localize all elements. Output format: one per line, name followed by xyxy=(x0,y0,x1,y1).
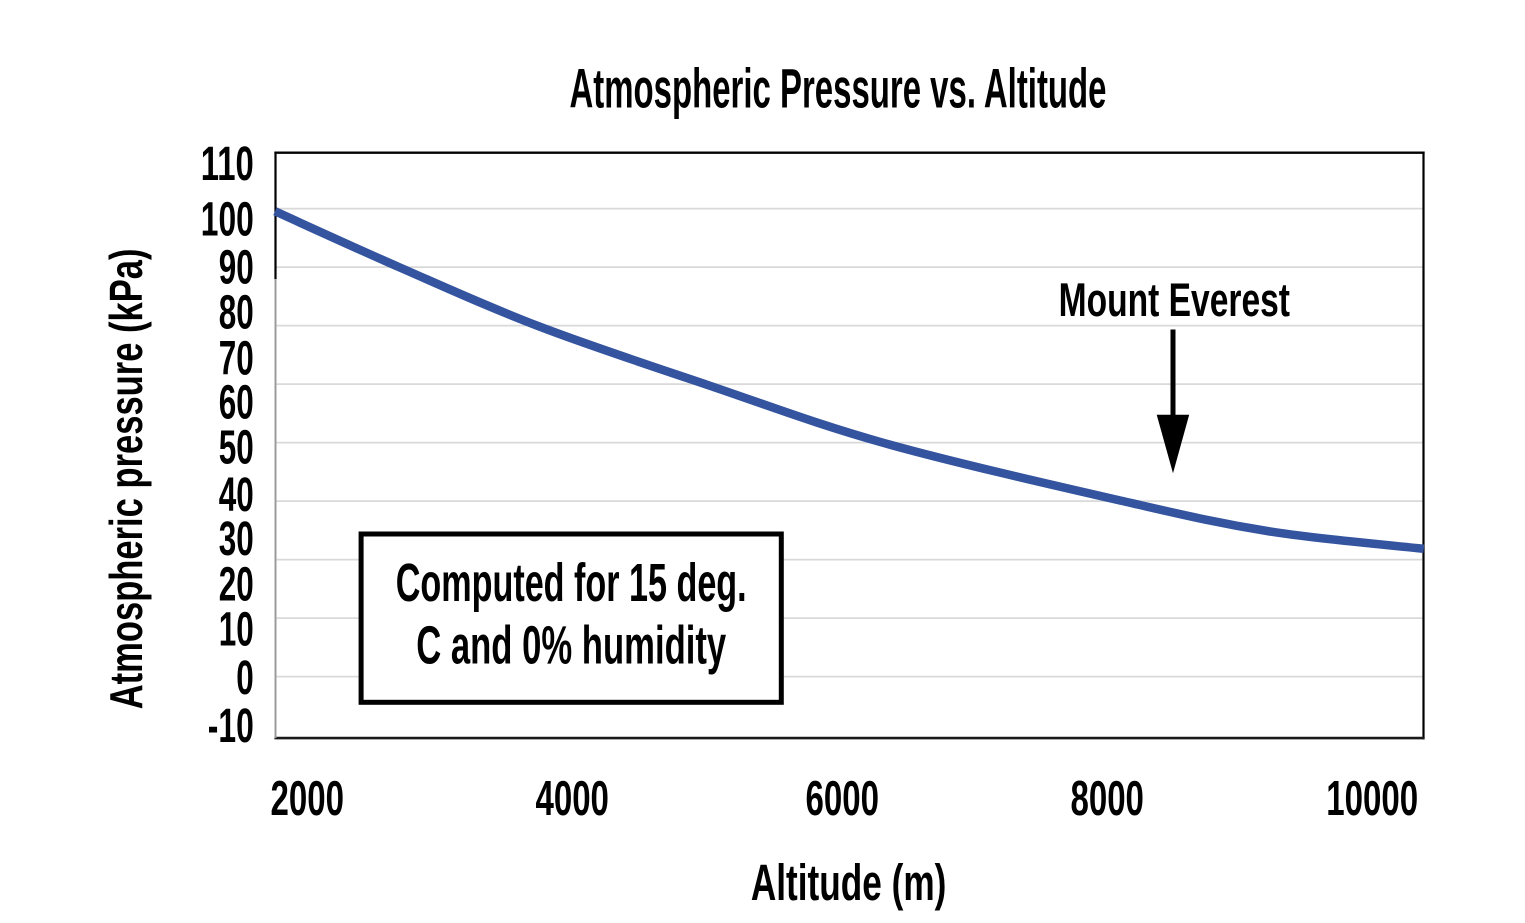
svg-text:30: 30 xyxy=(219,513,254,566)
svg-text:90: 90 xyxy=(219,241,254,294)
svg-text:Atmospheric pressure (kPa): Atmospheric pressure (kPa) xyxy=(100,249,152,710)
svg-text:100: 100 xyxy=(201,194,254,247)
svg-text:20: 20 xyxy=(219,558,254,611)
svg-text:2000: 2000 xyxy=(271,772,345,826)
svg-text:-10: -10 xyxy=(208,700,254,753)
svg-text:Altitude (m): Altitude (m) xyxy=(751,854,947,911)
svg-text:Atmospheric Pressure vs. Altit: Atmospheric Pressure vs. Altitude xyxy=(570,58,1107,120)
svg-text:10000: 10000 xyxy=(1326,772,1418,826)
svg-text:Computed for 15 deg.: Computed for 15 deg. xyxy=(396,553,747,613)
svg-text:8000: 8000 xyxy=(1070,772,1144,826)
svg-text:0: 0 xyxy=(236,652,254,705)
svg-text:10: 10 xyxy=(219,604,254,657)
svg-text:40: 40 xyxy=(219,469,254,522)
svg-text:50: 50 xyxy=(219,421,254,474)
svg-text:80: 80 xyxy=(219,286,254,339)
svg-text:70: 70 xyxy=(219,333,254,386)
svg-text:6000: 6000 xyxy=(806,772,880,826)
svg-text:Mount Everest: Mount Everest xyxy=(1059,273,1291,326)
svg-text:110: 110 xyxy=(201,138,254,191)
svg-text:C and 0% humidity: C and 0% humidity xyxy=(416,616,726,676)
svg-text:60: 60 xyxy=(219,377,254,430)
svg-text:4000: 4000 xyxy=(535,772,609,826)
